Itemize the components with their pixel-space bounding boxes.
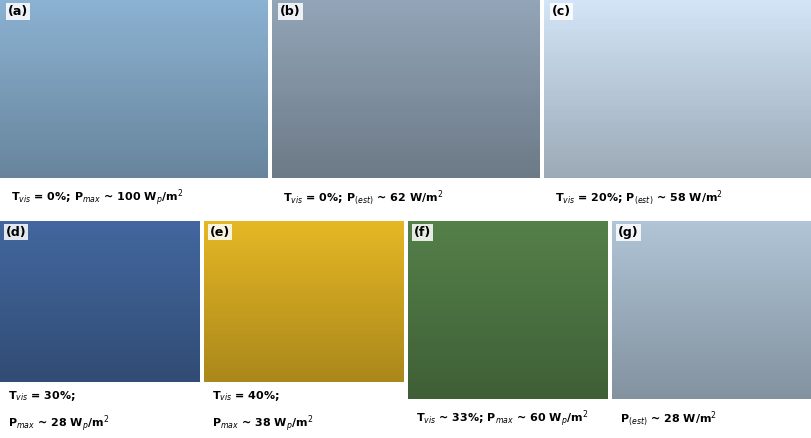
Text: (d): (d): [6, 226, 27, 239]
Text: T$_{vis}$ = 0%; P$_{(est)}$ ~ 62 W/m$^2$: T$_{vis}$ = 0%; P$_{(est)}$ ~ 62 W/m$^2$: [282, 188, 443, 207]
Text: (e): (e): [210, 226, 230, 239]
Text: (b): (b): [280, 5, 300, 18]
Text: P$_{max}$ ~ 38 W$_p$/m$^2$: P$_{max}$ ~ 38 W$_p$/m$^2$: [212, 413, 313, 434]
Text: T$_{vis}$ = 20%; P$_{(est)}$ ~ 58 W/m$^2$: T$_{vis}$ = 20%; P$_{(est)}$ ~ 58 W/m$^2…: [554, 188, 722, 207]
Text: T$_{vis}$ = 0%; P$_{max}$ ~ 100 W$_p$/m$^2$: T$_{vis}$ = 0%; P$_{max}$ ~ 100 W$_p$/m$…: [11, 187, 182, 208]
Text: T$_{vis}$ = 40%;: T$_{vis}$ = 40%;: [212, 389, 280, 403]
Text: (f): (f): [414, 226, 431, 239]
Text: (a): (a): [8, 5, 28, 18]
Text: P$_{(est)}$ ~ 28 W/m$^2$: P$_{(est)}$ ~ 28 W/m$^2$: [620, 409, 716, 428]
Text: T$_{vis}$ = 30%;: T$_{vis}$ = 30%;: [8, 389, 75, 403]
Text: (c): (c): [551, 5, 570, 18]
Text: T$_{vis}$ ~ 33%; P$_{max}$ ~ 60 W$_p$/m$^2$: T$_{vis}$ ~ 33%; P$_{max}$ ~ 60 W$_p$/m$…: [415, 408, 588, 429]
Text: P$_{max}$ ~ 28 W$_p$/m$^2$: P$_{max}$ ~ 28 W$_p$/m$^2$: [8, 413, 109, 434]
Text: (g): (g): [617, 226, 638, 239]
